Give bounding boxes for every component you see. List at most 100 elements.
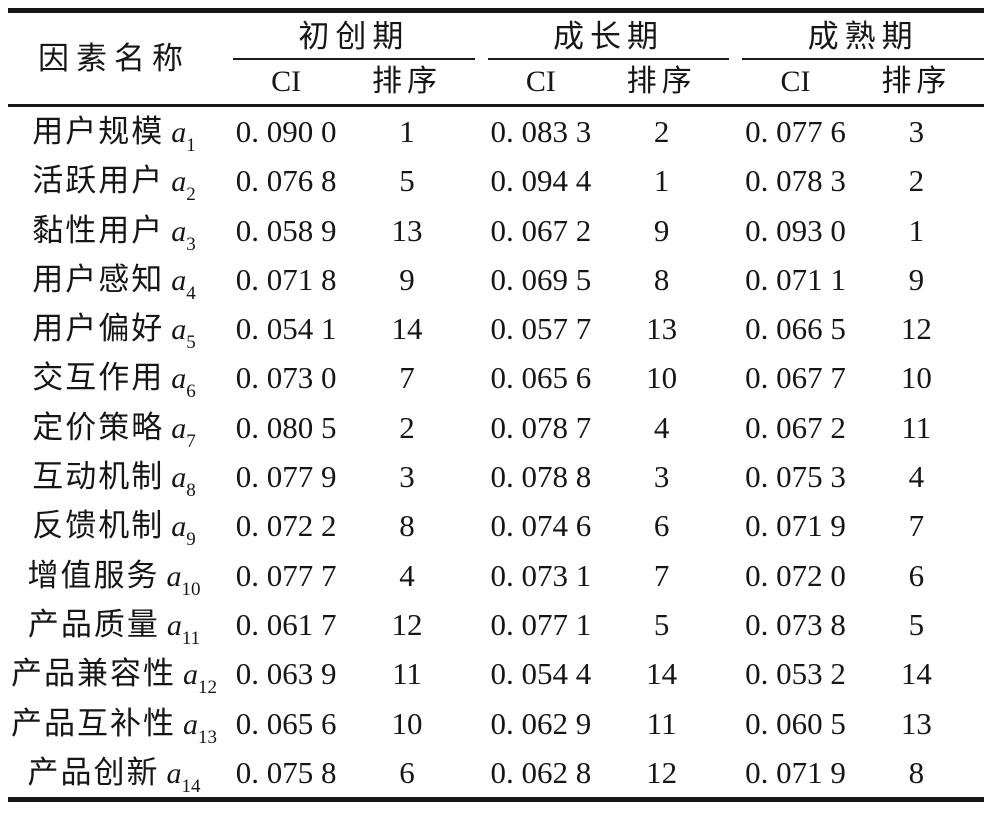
- factor-name-cell: 用户规模 a1: [8, 107, 220, 156]
- ci-value-cell: 0. 090 0: [235, 114, 337, 149]
- rank-value-cell: 14: [900, 656, 932, 692]
- growth-period-cells: 0. 062 9 11: [488, 699, 730, 748]
- startup-period-cells: 0. 072 2 8: [233, 501, 475, 550]
- period-label-maturity: 成熟期: [807, 19, 919, 54]
- factor-name: 产品互补性: [11, 705, 176, 741]
- factor-name-cell: 产品兼容性 a12: [8, 649, 220, 698]
- ci-value-cell: 0. 060 5: [745, 705, 846, 741]
- rank-value-cell: 10: [391, 705, 423, 741]
- column-header-rank-startup: 排序: [371, 65, 442, 98]
- factor-name-cell: 用户感知 a4: [8, 255, 220, 304]
- factor-name: 用户偏好: [32, 311, 165, 347]
- factor-variable: a: [166, 756, 182, 790]
- ci-value-cell: 0. 073 0: [235, 360, 337, 396]
- ci-value-cell: 0. 067 7: [745, 360, 846, 396]
- ci-value-cell: 0. 065 6: [235, 705, 337, 741]
- rank-value-cell: 7: [908, 508, 925, 544]
- ci-value-cell: 0. 071 8: [235, 261, 337, 297]
- factor-name-cell: 用户偏好 a5: [8, 304, 220, 353]
- ci-value-cell: 0. 054 4: [490, 656, 592, 692]
- startup-period-cells: 0. 071 8 9: [233, 255, 475, 304]
- factor-subscript: 11: [181, 627, 201, 649]
- ci-value-cell: 0. 058 9: [235, 212, 337, 248]
- factor-subscript: 9: [186, 529, 196, 551]
- rank-value-cell: 11: [901, 409, 932, 445]
- factor-name: 用户规模: [32, 114, 165, 149]
- ci-value-cell: 0. 073 8: [745, 606, 846, 642]
- ci-value-cell: 0. 074 6: [490, 508, 592, 544]
- factor-variable: a: [171, 313, 187, 347]
- rank-value-cell: 12: [900, 311, 932, 347]
- startup-period-cells: 0. 077 9 3: [233, 452, 475, 501]
- ci-value-cell: 0. 063 9: [235, 656, 337, 692]
- rank-value-cell: 4: [399, 557, 415, 593]
- factor-name: 黏性用户: [32, 212, 165, 248]
- ci-value-cell: 0. 065 6: [490, 360, 592, 396]
- table-row: 产品创新 a14 0. 075 8 6 0. 062 8 12 0. 071 9 …: [8, 748, 984, 797]
- ci-value-cell: 0. 071 9: [745, 754, 846, 790]
- maturity-period-cells: 0. 071 1 9: [742, 255, 984, 304]
- period-label-growth: 成长期: [553, 19, 664, 54]
- ci-value-cell: 0. 077 9: [235, 459, 337, 495]
- table-row: 增值服务 a10 0. 077 7 4 0. 073 1 7 0. 072 0 6: [8, 551, 984, 600]
- maturity-period-cells: 0. 077 6 3: [742, 107, 984, 156]
- table-row: 黏性用户 a3 0. 058 9 13 0. 067 2 9 0. 093 0 1: [8, 206, 984, 255]
- factor-ci-ranking-table: 因素名称 初创期 CI 排序 成长期 CI 排序: [8, 8, 985, 803]
- ci-value-cell: 0. 062 8: [490, 754, 592, 790]
- rank-value-cell: 3: [399, 459, 415, 495]
- ci-value-cell: 0. 061 7: [235, 606, 337, 642]
- ci-value-cell: 0. 067 2: [745, 409, 846, 445]
- ci-value-cell: 0. 062 9: [490, 705, 592, 741]
- startup-period-cells: 0. 080 5 2: [233, 403, 475, 452]
- growth-period-cells: 0. 073 1 7: [488, 551, 730, 600]
- factor-variable: a: [183, 658, 198, 692]
- factor-variable: a: [171, 165, 187, 199]
- factor-variable: a: [166, 608, 182, 642]
- growth-period-cells: 0. 065 6 10: [488, 353, 730, 402]
- maturity-period-cells: 0. 072 0 6: [742, 551, 984, 600]
- factor-name: 用户感知: [32, 261, 165, 297]
- maturity-period-cells: 0. 078 3 2: [742, 156, 984, 205]
- ci-value-cell: 0. 071 1: [745, 261, 846, 297]
- rank-value-cell: 5: [908, 606, 925, 642]
- rank-value-cell: 8: [399, 508, 415, 544]
- ci-value-cell: 0. 078 3: [745, 163, 846, 199]
- spanner-rule-maturity: [742, 58, 985, 60]
- ci-value-cell: 0. 075 8: [235, 754, 337, 790]
- rank-value-cell: 1: [908, 212, 925, 248]
- table-row: 交互作用 a6 0. 073 0 7 0. 065 6 10 0. 067 7 1…: [8, 353, 984, 402]
- factor-name-cell: 定价策略 a7: [8, 403, 220, 452]
- rank-value-cell: 13: [391, 212, 423, 248]
- rank-value-cell: 6: [653, 508, 670, 544]
- startup-period-cells: 0. 058 9 13: [233, 206, 475, 255]
- factor-subscript: 5: [186, 332, 196, 354]
- factor-name-cell: 活跃用户 a2: [8, 156, 220, 205]
- factor-subscript: 14: [181, 775, 201, 797]
- maturity-period-cells: 0. 053 2 14: [742, 649, 984, 698]
- rank-value-cell: 13: [646, 311, 678, 347]
- period-section-growth: 成长期 CI 排序: [487, 13, 730, 104]
- factor-name: 定价策略: [32, 409, 165, 445]
- rank-value-cell: 2: [908, 163, 925, 199]
- rank-value-cell: 9: [399, 261, 415, 297]
- startup-period-cells: 0. 063 9 11: [233, 649, 475, 698]
- factor-name: 活跃用户: [32, 163, 165, 199]
- factor-subscript: 8: [186, 480, 196, 502]
- growth-period-cells: 0. 069 5 8: [488, 255, 730, 304]
- table-row: 用户偏好 a5 0. 054 1 14 0. 057 7 13 0. 066 5 …: [8, 304, 984, 353]
- factor-name: 交互作用: [32, 360, 165, 396]
- rank-value-cell: 9: [908, 261, 925, 297]
- period-label-startup: 初创期: [298, 19, 410, 54]
- rank-value-cell: 8: [908, 754, 925, 790]
- factor-subscript: 4: [186, 282, 196, 304]
- table-row: 产品互补性 a13 0. 065 6 10 0. 062 9 11 0. 060 …: [8, 699, 984, 748]
- ci-value-cell: 0. 077 1: [490, 606, 592, 642]
- factor-variable: a: [183, 707, 198, 741]
- column-header-ci-startup: CI: [271, 65, 302, 98]
- ci-value-cell: 0. 094 4: [490, 163, 592, 199]
- rank-value-cell: 2: [653, 114, 670, 149]
- factor-name-cell: 互动机制 a8: [8, 452, 220, 501]
- factor-name-cell: 黏性用户 a3: [8, 206, 220, 255]
- column-header-ci-growth: CI: [525, 65, 556, 98]
- column-header-rank-growth: 排序: [626, 65, 697, 98]
